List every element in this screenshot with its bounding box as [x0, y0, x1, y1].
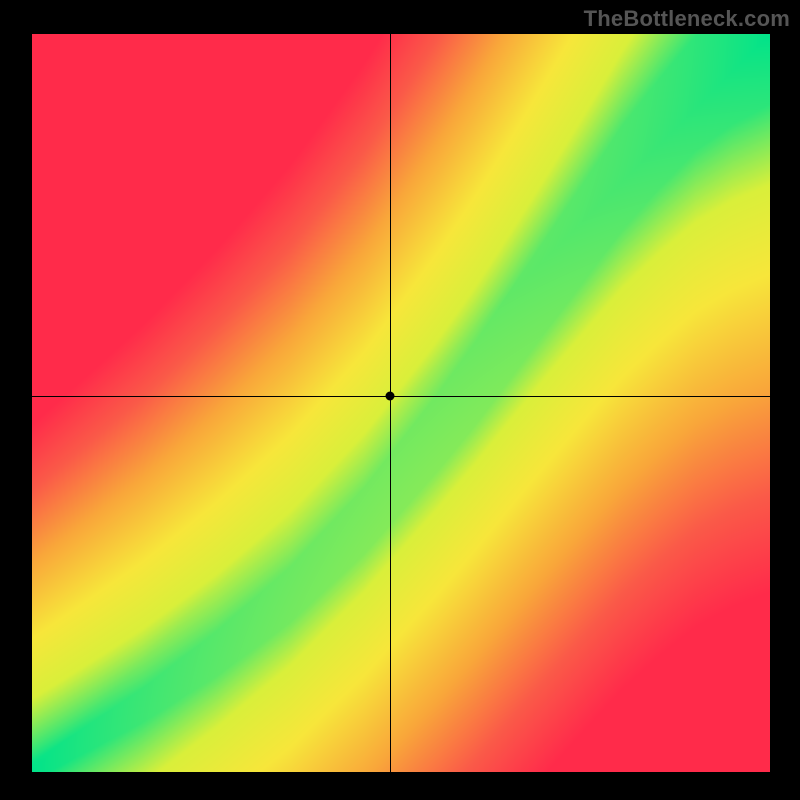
chart-container: TheBottleneck.com	[0, 0, 800, 800]
heatmap-canvas	[32, 34, 770, 772]
heatmap-plot	[32, 34, 770, 772]
watermark-text: TheBottleneck.com	[584, 6, 790, 32]
